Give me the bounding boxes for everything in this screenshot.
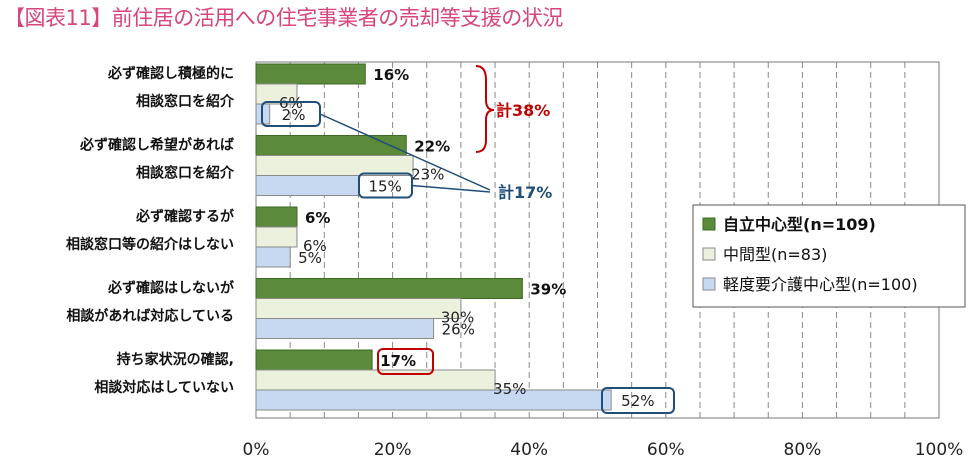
x-tick-label: 80% xyxy=(784,440,822,460)
data-label: 22% xyxy=(414,138,450,156)
callout-leader xyxy=(411,184,491,193)
category-label: 必ず確認するが xyxy=(135,208,235,225)
bar xyxy=(255,135,407,156)
highlight-box xyxy=(601,387,675,414)
category-label: 必ず確認し希望があれば xyxy=(79,137,234,154)
bar xyxy=(255,278,523,299)
bar xyxy=(255,175,359,196)
annotations: 計38% 計17% xyxy=(261,65,675,414)
x-tick-label: 100% xyxy=(915,440,964,460)
data-label: 15% xyxy=(368,178,401,196)
bar xyxy=(255,369,496,391)
category-label: 相談対応はしていない xyxy=(94,379,234,396)
legend-label: 中間型(n=83) xyxy=(723,245,827,264)
x-tick-label: 60% xyxy=(647,440,685,460)
brace-bracket xyxy=(475,65,495,153)
legend-label: 軽度要介護中心型(n=100) xyxy=(723,275,918,294)
data-label: 6% xyxy=(303,237,327,255)
legend-swatch xyxy=(702,217,716,231)
legend-swatch xyxy=(702,247,716,261)
bar xyxy=(255,298,462,319)
data-label: 35% xyxy=(493,380,526,398)
bar xyxy=(255,349,373,371)
category-label: 相談窓口を紹介 xyxy=(136,93,235,110)
bar xyxy=(255,318,435,339)
bar xyxy=(255,246,291,268)
data-label: 39% xyxy=(530,281,566,299)
data-label: 17% xyxy=(380,352,416,370)
category-label: 相談窓口を紹介 xyxy=(136,165,235,182)
bars xyxy=(255,63,612,411)
data-label: 52% xyxy=(621,392,654,410)
bar xyxy=(255,83,298,105)
callout-leader xyxy=(319,113,491,191)
category-label: 必ず確認はしないが xyxy=(107,280,235,297)
bar xyxy=(255,226,298,248)
highlight-box xyxy=(377,348,434,375)
data-labels: 16%22%6%39%17%6%23%6%30%35%2%15%5%26%52% xyxy=(279,66,655,410)
data-label: 23% xyxy=(411,166,444,184)
category-label: 相談窓口等の紹介はしない xyxy=(66,236,234,253)
data-label: 30% xyxy=(441,309,474,327)
category-label: 必ず確認し積極的に xyxy=(107,65,234,82)
x-axis-ticks: 0% 20% 40% 60% 80% 100% xyxy=(243,440,964,460)
data-label: 16% xyxy=(373,66,409,84)
legend-label: 自立中心型(n=109) xyxy=(723,215,876,234)
x-tick-label: 20% xyxy=(374,440,412,460)
data-label: 6% xyxy=(305,209,330,227)
callout-total-label: 計17% xyxy=(498,183,552,202)
category-labels: 必ず確認し積極的に相談窓口を紹介必ず確認し希望があれば相談窓口を紹介必ず確認する… xyxy=(66,65,235,396)
legend-box xyxy=(692,204,966,308)
brace-total-label: 計38% xyxy=(496,101,550,120)
legend-swatch xyxy=(702,277,716,291)
bar xyxy=(255,63,366,85)
bar xyxy=(255,389,612,411)
category-label: 相談があれば対応している xyxy=(66,308,234,325)
category-label: 持ち家状況の確認, xyxy=(117,351,234,368)
data-label: 26% xyxy=(442,321,475,339)
data-label: 5% xyxy=(298,249,322,267)
x-tick-label: 0% xyxy=(243,440,270,460)
bar xyxy=(255,206,298,228)
legend: 自立中心型(n=109) 中間型(n=83) 軽度要介護中心型(n=100) xyxy=(692,204,966,308)
chart-title: 【図表11】前住居の活用への住宅事業者の売却等支援の状況 xyxy=(4,6,563,30)
data-label: 2% xyxy=(282,106,306,124)
x-tick-label: 40% xyxy=(510,440,548,460)
